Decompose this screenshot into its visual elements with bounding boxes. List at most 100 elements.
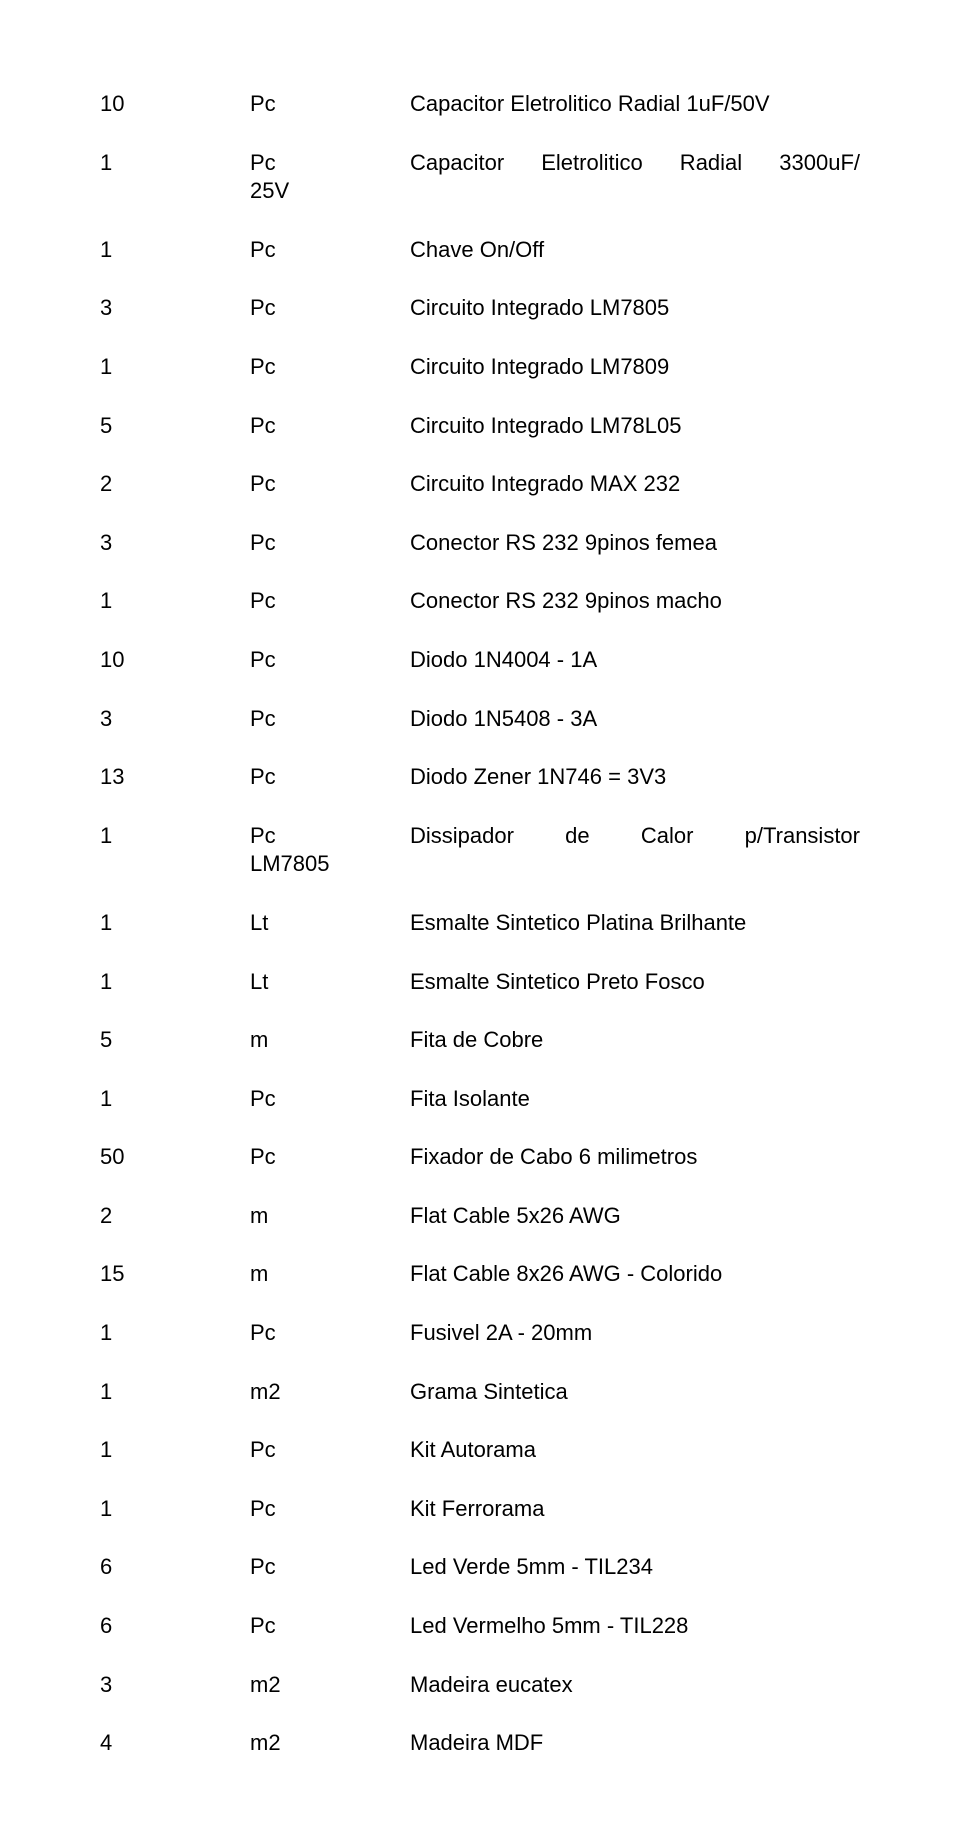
parts-row: 1PcDissipador de Calor p/TransistorLM780…: [100, 822, 860, 879]
unit-cell: Lt: [250, 968, 410, 997]
unit-cell: m: [250, 1202, 410, 1231]
qty-cell: 2: [100, 470, 250, 499]
parts-row: 13PcDiodo Zener 1N746 = 3V3: [100, 763, 860, 792]
description-cell: Diodo Zener 1N746 = 3V3: [410, 763, 860, 792]
qty-cell: 4: [100, 1729, 250, 1758]
unit-cell: Pc: [250, 149, 410, 178]
description-cell: Dissipador de Calor p/TransistorLM7805: [410, 822, 860, 879]
unit-cell: Pc: [250, 1436, 410, 1465]
description-cell: Circuito Integrado LM7809: [410, 353, 860, 382]
parts-row: 10PcCapacitor Eletrolitico Radial 1uF/50…: [100, 90, 860, 119]
qty-cell: 1: [100, 1495, 250, 1524]
description-cell: Grama Sintetica: [410, 1378, 860, 1407]
description-cell: Fixador de Cabo 6 milimetros: [410, 1143, 860, 1172]
qty-cell: 1: [100, 149, 250, 178]
parts-row: 1PcKit Autorama: [100, 1436, 860, 1465]
unit-cell: Lt: [250, 909, 410, 938]
description-cell: Esmalte Sintetico Platina Brilhante: [410, 909, 860, 938]
unit-cell: m: [250, 1260, 410, 1289]
unit-cell: m: [250, 1026, 410, 1055]
description-line1: Capacitor Eletrolitico Radial 3300uF/: [410, 149, 860, 178]
qty-cell: 1: [100, 1436, 250, 1465]
unit-cell: m2: [250, 1671, 410, 1700]
qty-cell: 13: [100, 763, 250, 792]
parts-row: 1m2Grama Sintetica: [100, 1378, 860, 1407]
description-cell: Flat Cable 5x26 AWG: [410, 1202, 860, 1231]
description-cell: Fita Isolante: [410, 1085, 860, 1114]
unit-cell: Pc: [250, 353, 410, 382]
unit-cell: Pc: [250, 412, 410, 441]
parts-row: 2PcCircuito Integrado MAX 232: [100, 470, 860, 499]
qty-cell: 2: [100, 1202, 250, 1231]
description-cell: Circuito Integrado MAX 232: [410, 470, 860, 499]
unit-cell: m2: [250, 1729, 410, 1758]
parts-row: 6PcLed Verde 5mm - TIL234: [100, 1553, 860, 1582]
unit-cell: Pc: [250, 90, 410, 119]
description-cell: Circuito Integrado LM7805: [410, 294, 860, 323]
qty-cell: 6: [100, 1553, 250, 1582]
unit-cell: Pc: [250, 1143, 410, 1172]
description-cell: Fita de Cobre: [410, 1026, 860, 1055]
unit-cell: Pc: [250, 470, 410, 499]
qty-cell: 1: [100, 1085, 250, 1114]
description-line2: 25V: [250, 177, 860, 206]
qty-cell: 1: [100, 236, 250, 265]
parts-row: 3m2Madeira eucatex: [100, 1671, 860, 1700]
qty-cell: 15: [100, 1260, 250, 1289]
description-cell: Kit Autorama: [410, 1436, 860, 1465]
parts-row: 4m2Madeira MDF: [100, 1729, 860, 1758]
unit-cell: Pc: [250, 1495, 410, 1524]
parts-row: 6PcLed Vermelho 5mm - TIL228: [100, 1612, 860, 1641]
unit-cell: Pc: [250, 1553, 410, 1582]
parts-row: 50PcFixador de Cabo 6 milimetros: [100, 1143, 860, 1172]
description-cell: Kit Ferrorama: [410, 1495, 860, 1524]
qty-cell: 1: [100, 1319, 250, 1348]
description-cell: Diodo 1N5408 - 3A: [410, 705, 860, 734]
unit-cell: Pc: [250, 294, 410, 323]
description-cell: Esmalte Sintetico Preto Fosco: [410, 968, 860, 997]
description-cell: Circuito Integrado LM78L05: [410, 412, 860, 441]
description-cell: Madeira MDF: [410, 1729, 860, 1758]
qty-cell: 3: [100, 294, 250, 323]
description-cell: Madeira eucatex: [410, 1671, 860, 1700]
parts-row: 3PcCircuito Integrado LM7805: [100, 294, 860, 323]
description-cell: Capacitor Eletrolitico Radial 3300uF/25V: [410, 149, 860, 206]
unit-cell: Pc: [250, 705, 410, 734]
parts-row: 2mFlat Cable 5x26 AWG: [100, 1202, 860, 1231]
qty-cell: 3: [100, 705, 250, 734]
qty-cell: 50: [100, 1143, 250, 1172]
description-cell: Conector RS 232 9pinos femea: [410, 529, 860, 558]
description-cell: Capacitor Eletrolitico Radial 1uF/50V: [410, 90, 860, 119]
description-cell: Flat Cable 8x26 AWG - Colorido: [410, 1260, 860, 1289]
unit-cell: Pc: [250, 529, 410, 558]
unit-cell: Pc: [250, 646, 410, 675]
parts-row: 1PcFusivel 2A - 20mm: [100, 1319, 860, 1348]
qty-cell: 6: [100, 1612, 250, 1641]
parts-row: 1PcChave On/Off: [100, 236, 860, 265]
unit-cell: Pc: [250, 822, 410, 851]
unit-cell: Pc: [250, 1085, 410, 1114]
description-cell: Conector RS 232 9pinos macho: [410, 587, 860, 616]
parts-row: 1PcFita Isolante: [100, 1085, 860, 1114]
parts-row: 5PcCircuito Integrado LM78L05: [100, 412, 860, 441]
qty-cell: 3: [100, 1671, 250, 1700]
qty-cell: 10: [100, 90, 250, 119]
parts-row: 1PcCircuito Integrado LM7809: [100, 353, 860, 382]
qty-cell: 5: [100, 412, 250, 441]
parts-list-page: 10PcCapacitor Eletrolitico Radial 1uF/50…: [0, 0, 960, 1848]
parts-row: 1PcKit Ferrorama: [100, 1495, 860, 1524]
unit-cell: Pc: [250, 763, 410, 792]
parts-row: 5mFita de Cobre: [100, 1026, 860, 1055]
unit-cell: Pc: [250, 236, 410, 265]
unit-cell: Pc: [250, 1612, 410, 1641]
qty-cell: 1: [100, 968, 250, 997]
qty-cell: 1: [100, 1378, 250, 1407]
qty-cell: 1: [100, 822, 250, 851]
qty-cell: 1: [100, 353, 250, 382]
parts-row: 1LtEsmalte Sintetico Platina Brilhante: [100, 909, 860, 938]
qty-cell: 3: [100, 529, 250, 558]
qty-cell: 5: [100, 1026, 250, 1055]
parts-row: 1PcCapacitor Eletrolitico Radial 3300uF/…: [100, 149, 860, 206]
qty-cell: 1: [100, 587, 250, 616]
description-cell: Led Verde 5mm - TIL234: [410, 1553, 860, 1582]
